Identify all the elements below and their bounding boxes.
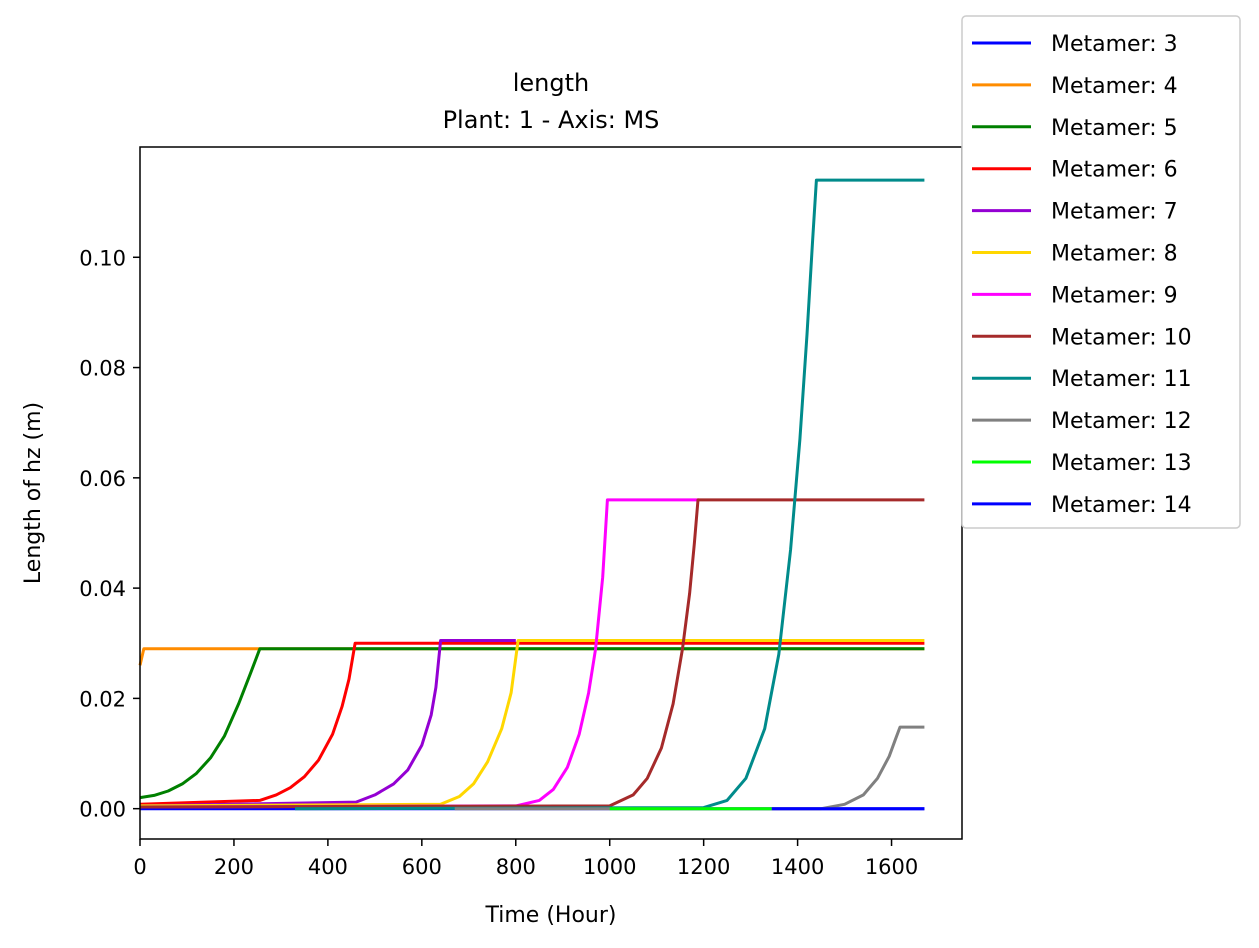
y-axis-label: Length of hz (m) <box>21 402 46 584</box>
x-tick-label: 1600 <box>865 855 918 879</box>
x-tick-label: 600 <box>402 855 442 879</box>
legend-label: Metamer: 10 <box>1051 325 1192 350</box>
legend-label: Metamer: 13 <box>1051 451 1192 476</box>
series-line-10 <box>454 725 925 811</box>
x-tick-label: 200 <box>214 855 254 879</box>
plot-frame <box>139 146 963 840</box>
legend-box <box>961 15 1241 529</box>
legend-label: Metamer: 7 <box>1051 200 1178 225</box>
y-tick-label: 0.08 <box>79 357 126 381</box>
legend-label: Metamer: 5 <box>1051 116 1178 141</box>
legend-label: Metamer: 3 <box>1051 32 1178 57</box>
y-tick-label: 0.06 <box>79 467 126 491</box>
x-tick-label: 1000 <box>583 855 636 879</box>
legend: Metamer: 3 Metamer: 4 Metamer: 5 Metamer: 6… <box>961 15 1241 529</box>
x-tick-label: 400 <box>308 855 348 879</box>
series-line-9 <box>294 178 925 811</box>
x-tick-label: 1200 <box>677 855 730 879</box>
y-axis: 0.00 0.02 0.04 0.06 0.08 0.10 <box>79 246 140 822</box>
x-tick-label: 800 <box>496 855 536 879</box>
legend-label: Metamer: 8 <box>1051 242 1178 267</box>
y-tick-label: 0.02 <box>79 687 126 711</box>
series-line-7 <box>139 498 699 809</box>
x-tick-label: 0 <box>133 855 146 879</box>
legend-label: Metamer: 9 <box>1051 283 1178 308</box>
series-line-6 <box>139 639 925 808</box>
legend-label: Metamer: 14 <box>1051 493 1192 518</box>
x-tick-label: 1400 <box>771 855 824 879</box>
series-line-8 <box>139 498 925 809</box>
chart-subtitle: Plant: 1 - Axis: MS <box>443 106 660 134</box>
series-line-5 <box>139 639 516 808</box>
series-layer <box>138 178 925 811</box>
y-tick-label: 0.00 <box>79 798 126 822</box>
y-tick-label: 0.10 <box>79 246 126 270</box>
legend-label: Metamer: 4 <box>1051 74 1178 99</box>
chart-title: length <box>513 69 590 97</box>
y-tick-label: 0.04 <box>79 577 126 601</box>
legend-label: Metamer: 6 <box>1051 158 1178 183</box>
legend-label: Metamer: 11 <box>1051 367 1192 392</box>
series-line-4 <box>139 641 925 806</box>
x-axis-label: Time (Hour) <box>485 903 617 928</box>
legend-label: Metamer: 12 <box>1051 409 1192 434</box>
series-line-3 <box>139 647 925 800</box>
x-axis: 0 200 400 600 800 1000 1200 1400 1600 <box>133 839 918 879</box>
